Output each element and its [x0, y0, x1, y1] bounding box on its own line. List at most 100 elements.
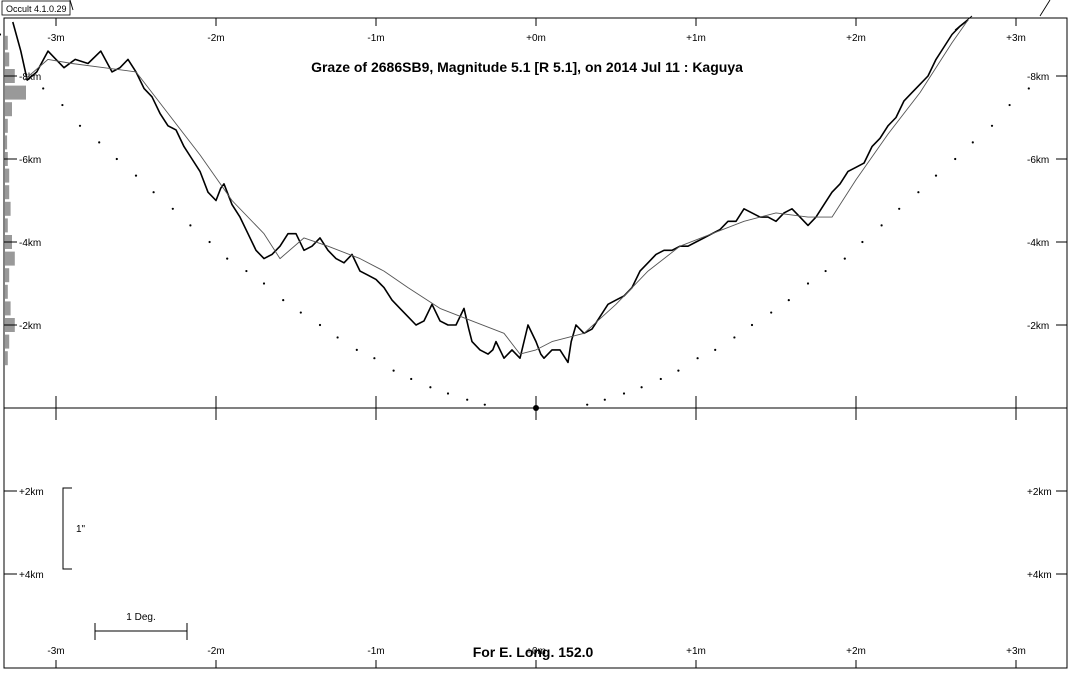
footer-background [462, 641, 604, 663]
histogram-bar [5, 351, 8, 366]
mean-limb-dot [806, 282, 810, 285]
mean-limb-dot [208, 240, 211, 244]
mean-limb-dot [355, 348, 358, 351]
mean-limb-dots [0, 33, 1030, 406]
x-tick-label-top: +3m [1006, 33, 1026, 44]
smoothed-profile-line [23, 19, 969, 355]
mean-limb-dot [603, 398, 606, 401]
y-tick-label-right: -4km [1027, 238, 1049, 249]
edge-mark-right [1039, 0, 1051, 17]
x-tick-label-bottom: +1m [686, 646, 706, 657]
arcsec-scale-label: 1" [76, 524, 86, 535]
mean-limb-dot [677, 369, 680, 372]
mean-limb-dot [429, 386, 432, 389]
mean-limb-dot [696, 357, 699, 360]
mean-limb-dot [466, 398, 469, 401]
mean-limb-dot [898, 207, 901, 210]
histogram-bar [5, 218, 8, 233]
mean-limb-dot [770, 311, 773, 314]
histogram-bar [5, 284, 8, 299]
mean-limb-dot [990, 124, 994, 127]
x-tick-label-top: -3m [47, 33, 64, 44]
y-tick-label-right: +4km [1027, 570, 1052, 581]
mean-limb-dot [733, 336, 736, 339]
mean-limb-dot [714, 348, 717, 351]
x-tick-label-top: -1m [367, 33, 384, 44]
mean-limb-dot [299, 311, 302, 314]
edge-marks [69, 0, 1051, 31]
x-tick-label-top: +0m [526, 33, 546, 44]
histogram-bar [5, 251, 15, 266]
mean-limb-dot [98, 141, 101, 144]
histogram-bar [5, 52, 10, 67]
mean-limb-dot [410, 377, 413, 381]
y-tick-label-right: +2km [1027, 487, 1052, 498]
arcsec-scale-bar [62, 487, 72, 570]
mean-limb-dot [42, 87, 45, 90]
y-tick-label-left: -4km [19, 238, 41, 249]
y-tick-label-left: -6km [19, 155, 41, 166]
y-tick-label-left: +2km [19, 487, 44, 498]
x-tick-label-bottom: +0m [526, 646, 546, 657]
mean-limb-dot [843, 257, 846, 260]
mean-limb-dot [1027, 87, 1030, 90]
edge-mark-profile-exit [954, 15, 973, 31]
histogram-bar [5, 268, 10, 283]
profile-lines [12, 19, 969, 364]
degree-scale-bar [94, 623, 188, 640]
mean-limb-dot [1008, 103, 1011, 107]
histogram-bar [5, 35, 8, 50]
mean-limb-dot [880, 224, 883, 227]
x-tick-label-top: -2m [207, 33, 224, 44]
mean-limb-dot [586, 403, 589, 406]
mean-limb-dot [750, 323, 754, 327]
y-tick-label-left: -2km [19, 321, 41, 332]
axes: -3m -3m -2m -2m -1m -1m +0m +0m +1m +1m +2m +2m +3m +… [4, 18, 1067, 668]
x-tick-label-top: +1m [686, 33, 706, 44]
x-tick-label-bottom: +2m [846, 646, 866, 657]
mean-limb-dot [245, 269, 248, 273]
footer-longitude: For E. Long. 152.0 [473, 644, 594, 660]
y-tick-label-right: -6km [1027, 155, 1049, 166]
side-histogram [5, 35, 26, 366]
mean-limb-dot [189, 224, 192, 227]
y-tick-label-right: -2km [1027, 321, 1049, 332]
histogram-bar [5, 168, 10, 183]
mean-limb-dot [917, 191, 920, 194]
y-tick-label-left: +4km [19, 570, 44, 581]
mean-limb-dot [336, 336, 339, 339]
mean-limb-dot [640, 386, 643, 389]
mean-limb-dot [0, 33, 2, 36]
mean-limb-dot [134, 174, 138, 177]
mean-limb-dot [622, 392, 626, 395]
x-tick-label-bottom: -2m [207, 646, 224, 657]
x-tick-label-top: +2m [846, 33, 866, 44]
histogram-bar [5, 135, 8, 150]
mean-limb-dot [971, 141, 974, 144]
edge-mark-left [69, 0, 74, 11]
mean-limb-dot [861, 240, 864, 244]
mean-limb-dot [61, 103, 64, 107]
mean-limb-dot [262, 282, 266, 285]
y-tick-label-right: -8km [1027, 72, 1049, 83]
histogram-bar [5, 118, 8, 133]
plot-frame [3, 17, 1068, 669]
mean-limb-dot [483, 403, 486, 406]
mean-limb-dot [446, 392, 450, 395]
x-tick-label-bottom: -1m [367, 646, 384, 657]
histogram-bar [5, 102, 12, 117]
mean-limb-dot [282, 299, 285, 302]
limb-profile-kaguya-line [12, 19, 969, 364]
mean-limb-dot [171, 207, 174, 210]
mean-limb-dot [226, 257, 229, 260]
mean-limb-dot [954, 157, 957, 161]
histogram-bar [5, 334, 10, 349]
mean-limb-dot [318, 323, 322, 327]
histogram-bar [5, 201, 11, 216]
mean-limb-dot [373, 357, 376, 360]
x-tick-label-bottom: -3m [47, 646, 64, 657]
mean-limb-dot [78, 124, 82, 127]
mean-limb-dot [659, 377, 662, 381]
degree-scale-label: 1 Deg. [126, 612, 155, 623]
